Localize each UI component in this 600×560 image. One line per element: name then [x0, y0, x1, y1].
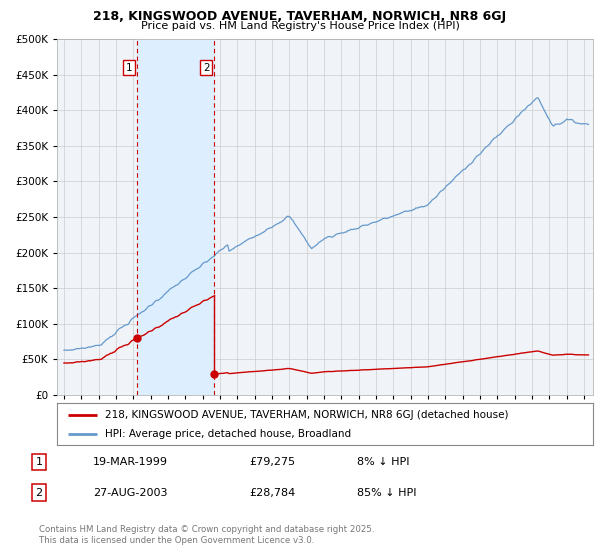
Text: HPI: Average price, detached house, Broadland: HPI: Average price, detached house, Broa…: [105, 429, 352, 439]
Text: 218, KINGSWOOD AVENUE, TAVERHAM, NORWICH, NR8 6GJ (detached house): 218, KINGSWOOD AVENUE, TAVERHAM, NORWICH…: [105, 410, 509, 420]
Bar: [137, 39, 214, 395]
Text: 1: 1: [126, 63, 133, 73]
Text: 85% ↓ HPI: 85% ↓ HPI: [357, 488, 416, 498]
Text: 8% ↓ HPI: 8% ↓ HPI: [357, 457, 409, 467]
Text: Price paid vs. HM Land Registry's House Price Index (HPI): Price paid vs. HM Land Registry's House …: [140, 21, 460, 31]
Text: 218, KINGSWOOD AVENUE, TAVERHAM, NORWICH, NR8 6GJ: 218, KINGSWOOD AVENUE, TAVERHAM, NORWICH…: [94, 10, 506, 22]
Text: £79,275: £79,275: [249, 457, 295, 467]
Text: 2: 2: [203, 63, 209, 73]
Text: Contains HM Land Registry data © Crown copyright and database right 2025.
This d: Contains HM Land Registry data © Crown c…: [39, 525, 374, 545]
Text: £28,784: £28,784: [249, 488, 295, 498]
Text: 27-AUG-2003: 27-AUG-2003: [93, 488, 167, 498]
Text: 19-MAR-1999: 19-MAR-1999: [93, 457, 168, 467]
Text: 2: 2: [35, 488, 43, 498]
Text: 1: 1: [35, 457, 43, 467]
